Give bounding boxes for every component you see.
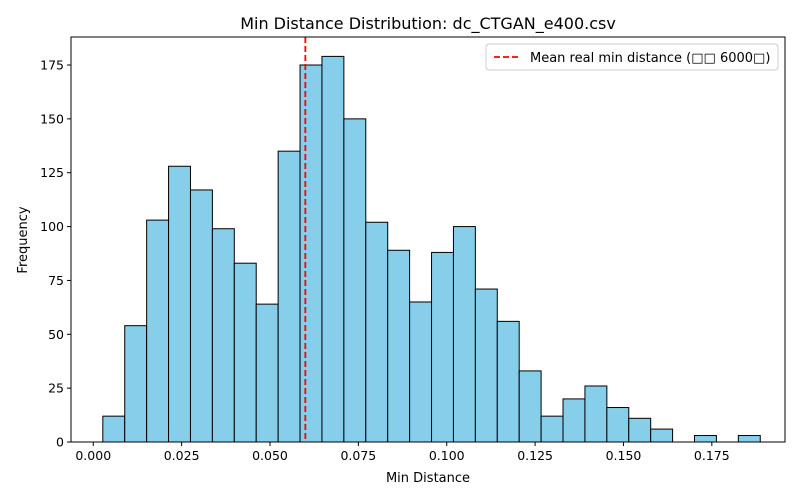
histogram-bar xyxy=(299,64,323,443)
x-tick-label: 0.075 xyxy=(340,448,376,463)
histogram-bar xyxy=(168,165,191,443)
x-tick-label: 0.025 xyxy=(164,448,200,463)
histogram-bar xyxy=(365,221,389,443)
y-tick-label: 150 xyxy=(40,111,64,126)
histogram-bar xyxy=(650,428,674,443)
histogram-bar xyxy=(496,320,520,443)
histogram-bar xyxy=(102,415,126,443)
x-axis: 0.000 0.025 0.050 0.075 0.100 0.125 0.150 0.175 xyxy=(75,442,730,463)
x-tick-label: 0.100 xyxy=(429,448,465,463)
histogram-bar xyxy=(628,417,652,443)
histogram-bar xyxy=(387,249,411,443)
y-tick-label: 125 xyxy=(40,165,64,180)
histogram-bar xyxy=(562,398,586,443)
histogram-bar xyxy=(321,55,345,443)
histogram-bar xyxy=(146,219,170,443)
histogram-bar xyxy=(474,288,498,443)
histogram-bar xyxy=(124,325,148,443)
x-tick-label: 0.175 xyxy=(694,448,730,463)
histogram-bar xyxy=(694,435,717,443)
histogram-bar xyxy=(211,228,235,443)
y-axis: 0 25 50 75 100 125 150 175 xyxy=(40,58,71,450)
x-tick-label: 0.125 xyxy=(517,448,553,463)
histogram-bar xyxy=(409,301,433,443)
x-tick-label: 0.150 xyxy=(606,448,642,463)
y-axis-label: Frequency xyxy=(16,206,31,273)
x-tick-label: 0.000 xyxy=(75,448,111,463)
histogram-bar xyxy=(584,385,608,443)
y-tick-label: 50 xyxy=(48,327,64,342)
y-tick-label: 175 xyxy=(40,58,64,73)
y-tick-label: 0 xyxy=(56,435,64,450)
legend: Mean real min distance (□□ 6000□) xyxy=(485,43,779,71)
histogram-bar xyxy=(189,189,213,443)
histogram-bar xyxy=(737,435,761,443)
plot-area-frame xyxy=(70,36,786,443)
y-tick-label: 75 xyxy=(48,273,64,288)
histogram-bar xyxy=(233,262,257,443)
chart-title: Min Distance Distribution: dc_CTGAN_e400… xyxy=(240,14,616,34)
x-tick-label: 0.050 xyxy=(252,448,288,463)
histogram-bar xyxy=(255,303,279,443)
y-tick-label: 25 xyxy=(48,381,64,396)
y-tick-label: 100 xyxy=(40,219,64,234)
x-axis-label: Min Distance xyxy=(386,471,470,486)
histogram-bar xyxy=(277,150,301,443)
legend-label-mean-line: Mean real min distance (□□ 6000□) xyxy=(530,51,770,66)
histogram-bar xyxy=(540,415,564,443)
histogram-bar xyxy=(518,370,542,443)
histogram-bar xyxy=(452,226,476,443)
legend-box xyxy=(485,43,779,71)
histogram-bar xyxy=(431,251,454,443)
histogram-bar xyxy=(343,118,367,443)
histogram-bar xyxy=(606,407,630,443)
